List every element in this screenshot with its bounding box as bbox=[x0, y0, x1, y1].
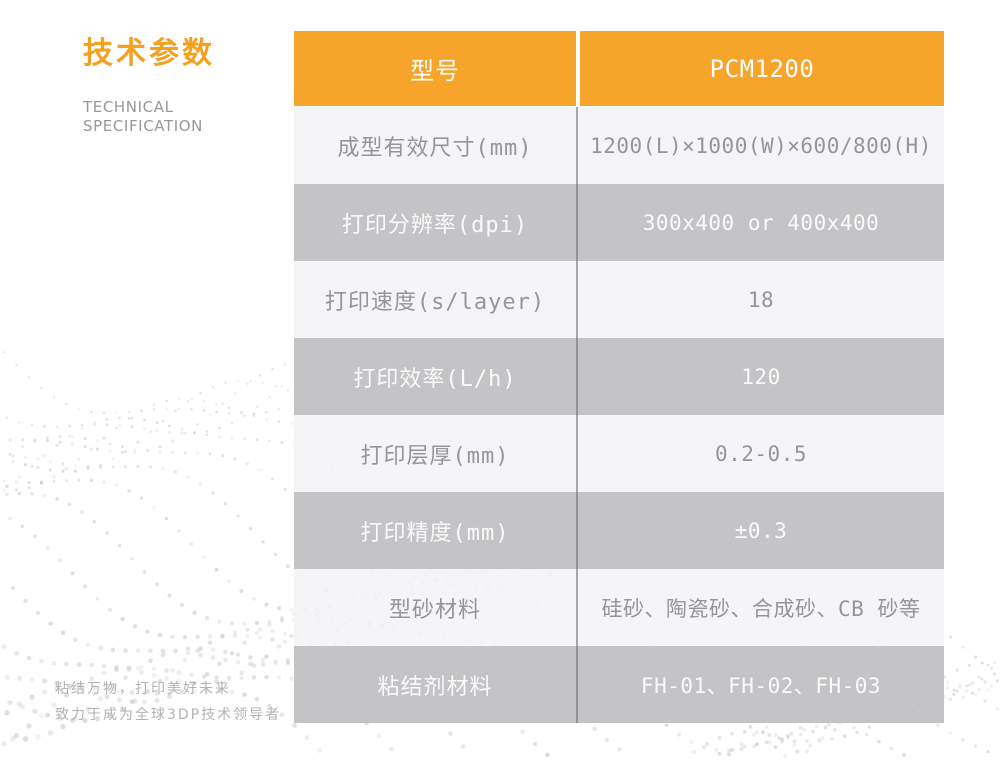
table-header-row: 型号 PCM1200 bbox=[294, 31, 944, 106]
table-row: 成型有效尺寸(mm) 1200(L)×1000(W)×600/800(H) bbox=[294, 107, 944, 184]
table-row: 粘结剂材料 FH-01、FH-02、FH-03 bbox=[294, 646, 944, 723]
param-cell: 打印速度(s/layer) bbox=[324, 289, 546, 315]
subtitle-line-2: SPECIFICATION bbox=[83, 117, 203, 135]
value-cell: 300x400 or 400x400 bbox=[576, 184, 944, 261]
value-cell: 18 bbox=[576, 261, 944, 338]
subtitle-line-1: TECHNICAL bbox=[83, 98, 174, 116]
param-cell: 打印精度(mm) bbox=[360, 520, 510, 546]
table-row: 打印速度(s/layer) 18 bbox=[294, 261, 944, 338]
table-row: 打印分辨率(dpi) 300x400 or 400x400 bbox=[294, 184, 944, 261]
param-cell: 打印分辨率(dpi) bbox=[341, 212, 529, 238]
value-cell: 0.2-0.5 bbox=[576, 415, 944, 492]
page-subtitle: TECHNICAL SPECIFICATION bbox=[83, 98, 215, 136]
section-header: 技术参数 TECHNICAL SPECIFICATION bbox=[83, 28, 215, 136]
slogan-line-2: 致力于成为全球3DP技术领导者 bbox=[55, 707, 282, 723]
table-row: 型砂材料 硅砂、陶瓷砂、合成砂、CB 砂等 bbox=[294, 569, 944, 646]
value-cell: 120 bbox=[576, 338, 944, 415]
page-title: 技术参数 bbox=[83, 36, 215, 71]
param-cell: 成型有效尺寸(mm) bbox=[337, 135, 533, 161]
value-cell: FH-01、FH-02、FH-03 bbox=[576, 646, 944, 723]
value-cell: 硅砂、陶瓷砂、合成砂、CB 砂等 bbox=[576, 569, 944, 646]
brand-slogan: 粘结万物，打印美好未来 致力于成为全球3DP技术领导者 bbox=[55, 676, 281, 728]
param-cell: 打印效率(L/h) bbox=[353, 366, 517, 392]
value-cell: 1200(L)×1000(W)×600/800(H) bbox=[576, 107, 944, 184]
table-row: 打印层厚(mm) 0.2-0.5 bbox=[294, 415, 944, 492]
value-cell: ±0.3 bbox=[576, 492, 944, 569]
param-cell: 粘结剂材料 bbox=[377, 674, 493, 700]
table-row: 打印效率(L/h) 120 bbox=[294, 338, 944, 415]
slogan-line-1: 粘结万物，打印美好未来 bbox=[55, 681, 231, 697]
table-row: 打印精度(mm) ±0.3 bbox=[294, 492, 944, 569]
spec-table: 型号 PCM1200 成型有效尺寸(mm) 1200(L)×1000(W)×60… bbox=[294, 31, 944, 723]
param-cell: 打印层厚(mm) bbox=[360, 443, 510, 469]
header-value-cell: PCM1200 bbox=[576, 31, 944, 106]
header-param-cell: 型号 bbox=[410, 57, 460, 85]
param-cell: 型砂材料 bbox=[388, 597, 481, 623]
